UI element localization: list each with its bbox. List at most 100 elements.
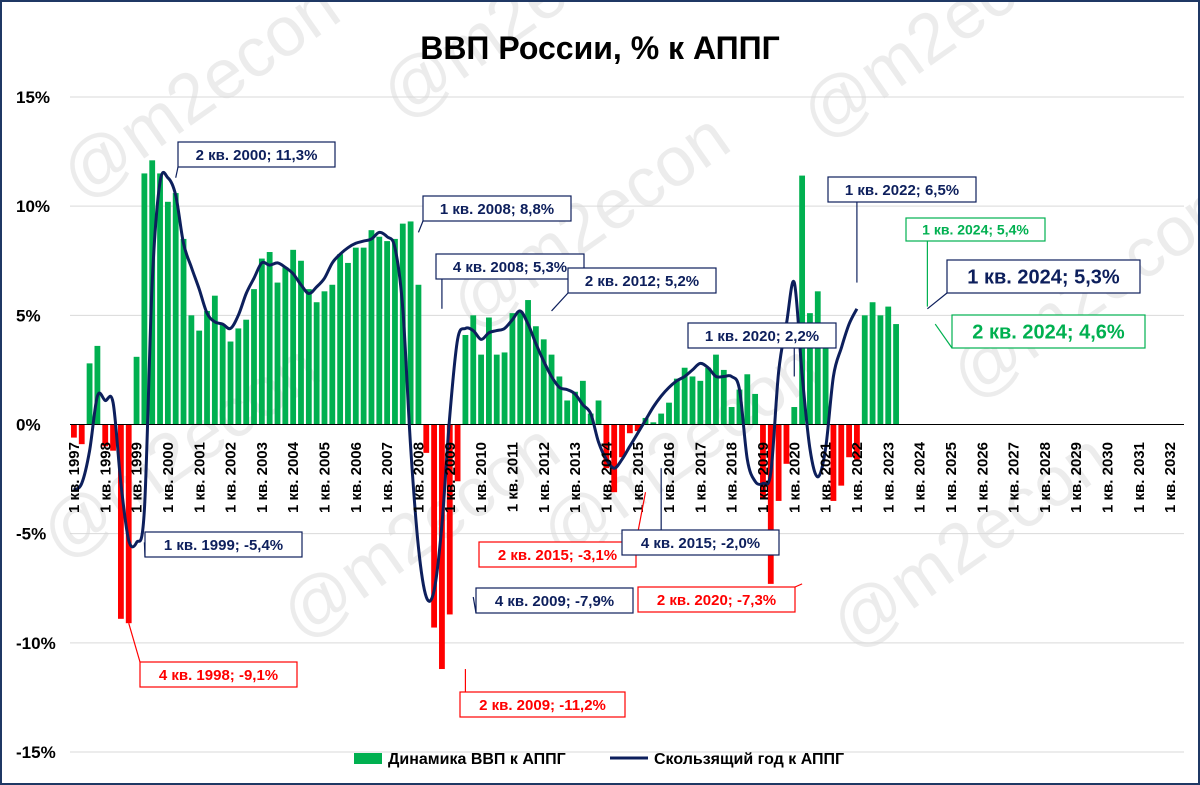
x-tick-label: 1 кв. 1999 — [129, 442, 146, 513]
x-tick-label: 1 кв. 2032 — [1162, 442, 1179, 513]
x-tick-label: 1 кв. 2013 — [567, 442, 584, 513]
gdp-bar — [188, 315, 195, 425]
gdp-bar — [125, 424, 132, 624]
gdp-bar — [830, 424, 837, 501]
annotations-group: 2 кв. 2000; 11,3% 1 кв. 2008; 8,8% 4 кв. 2… — [128, 141, 1146, 718]
x-tick-label: 1 кв. 2016 — [661, 442, 678, 513]
annotation-box — [905, 217, 1046, 242]
x-tick-label: 1 кв. 2026 — [974, 442, 991, 513]
gdp-bar — [118, 424, 124, 619]
gdp-bar — [517, 310, 524, 425]
gdp-bar — [587, 413, 594, 425]
legend-bar-label: Динамика ВВП к АППГ — [388, 751, 566, 768]
annotation-box — [567, 267, 717, 294]
gdp-bar — [290, 249, 297, 425]
gdp-bar — [705, 367, 712, 425]
rolling-year-line — [72, 171, 859, 603]
gdp-bar — [752, 393, 759, 425]
gdp-bar — [885, 306, 892, 425]
annotation-label: 1 кв. 1999; -5,4% — [164, 537, 283, 554]
gdp-bar — [439, 424, 445, 670]
gdp-bar — [415, 284, 422, 425]
gdp-bar — [266, 252, 273, 425]
gdp-bar — [893, 324, 899, 425]
gdp-bar — [102, 424, 109, 447]
annotation-leader — [417, 220, 424, 233]
gdp-bar — [211, 295, 218, 425]
x-tick-label: 1 кв. 2010 — [473, 442, 490, 513]
x-tick-label: 1 кв. 2023 — [880, 442, 897, 513]
gdp-bar — [532, 326, 539, 425]
gdp-bar — [227, 341, 234, 425]
legend: Динамика ВВП к АППГ Скользящий год к АППГ — [354, 751, 844, 768]
gdp-bar — [673, 378, 680, 425]
gdp-bar — [86, 363, 93, 425]
y-tick-label: -5% — [16, 525, 46, 544]
gdp-bar — [251, 289, 257, 425]
gdp-bar — [157, 173, 163, 425]
annotation-box — [637, 586, 796, 613]
watermark-text: @m2econ — [366, 2, 673, 134]
gdp-bar — [423, 424, 430, 453]
x-tick-label: 1 кв. 2027 — [1006, 442, 1023, 513]
annotation-label: 4 кв. 2015; -2,0% — [641, 535, 760, 552]
annotation-box — [422, 195, 572, 222]
y-tick-label: 0% — [16, 416, 41, 435]
annotation-label: 2 кв. 2012; 5,2% — [585, 273, 699, 290]
gdp-bar — [486, 317, 492, 425]
gdp-bar — [493, 354, 500, 425]
gdp-bar — [658, 413, 665, 425]
gdp-bar — [728, 407, 735, 425]
gdp-bar — [634, 424, 641, 432]
gdp-bar — [869, 302, 876, 425]
annotation-leader — [927, 292, 948, 310]
x-tick-label: 1 кв. 2006 — [348, 442, 365, 513]
watermark-text: @m2econ — [786, 2, 1093, 154]
gdp-bar — [846, 424, 852, 458]
gdp-bar — [329, 284, 336, 425]
chart-title: ВВП России, % к АППГ — [420, 30, 780, 66]
annotation-label: 1 кв. 2008; 8,8% — [440, 201, 554, 218]
gdp-bar — [282, 267, 289, 425]
gdp-bar — [305, 289, 312, 425]
gdp-bar — [298, 260, 304, 425]
annotation-leader — [128, 623, 141, 663]
annotation-leader — [794, 583, 803, 588]
gdp-bar — [172, 193, 179, 425]
x-tick-label: 1 кв. 2028 — [1037, 442, 1054, 513]
annotation-label: 4 кв. 2009; -7,9% — [495, 593, 614, 610]
gdp-bar — [626, 424, 633, 434]
bar-series — [71, 160, 899, 670]
gdp-bar — [133, 356, 140, 425]
annotation-box — [435, 253, 585, 280]
gdp-bar — [861, 315, 868, 425]
annotation-box — [177, 141, 336, 168]
gdp-bar — [219, 324, 226, 425]
x-tick-label: 1 кв. 2017 — [692, 442, 709, 513]
annotation-box — [687, 322, 837, 349]
annotation-label: 1 кв. 2024; 5,3% — [967, 267, 1120, 289]
annotation-box — [951, 314, 1146, 349]
x-tick-label: 1 кв. 2014 — [598, 441, 615, 513]
gdp-bar — [564, 400, 571, 425]
gdp-bar — [736, 389, 743, 425]
gdp-bar — [478, 354, 484, 425]
annotation-box — [478, 541, 637, 568]
x-tick-label: 1 кв. 2029 — [1068, 442, 1085, 513]
gdp-bar — [274, 282, 281, 425]
gdp-bar — [258, 258, 265, 425]
annotation-leader — [934, 323, 953, 349]
x-tick-label: 1 кв. 2025 — [943, 442, 960, 513]
gdp-bar — [603, 424, 610, 469]
annotation-box — [144, 531, 303, 558]
annotation-label: 1 кв. 2024; 5,4% — [922, 222, 1029, 238]
annotation-leader — [551, 292, 569, 312]
gdp-bar — [595, 400, 602, 425]
gdp-bar — [540, 339, 547, 425]
gdp-bar — [854, 424, 860, 460]
gdp-bar — [384, 241, 391, 425]
x-tick-label: 1 кв. 1997 — [66, 442, 83, 513]
gdp-bar — [713, 354, 719, 425]
